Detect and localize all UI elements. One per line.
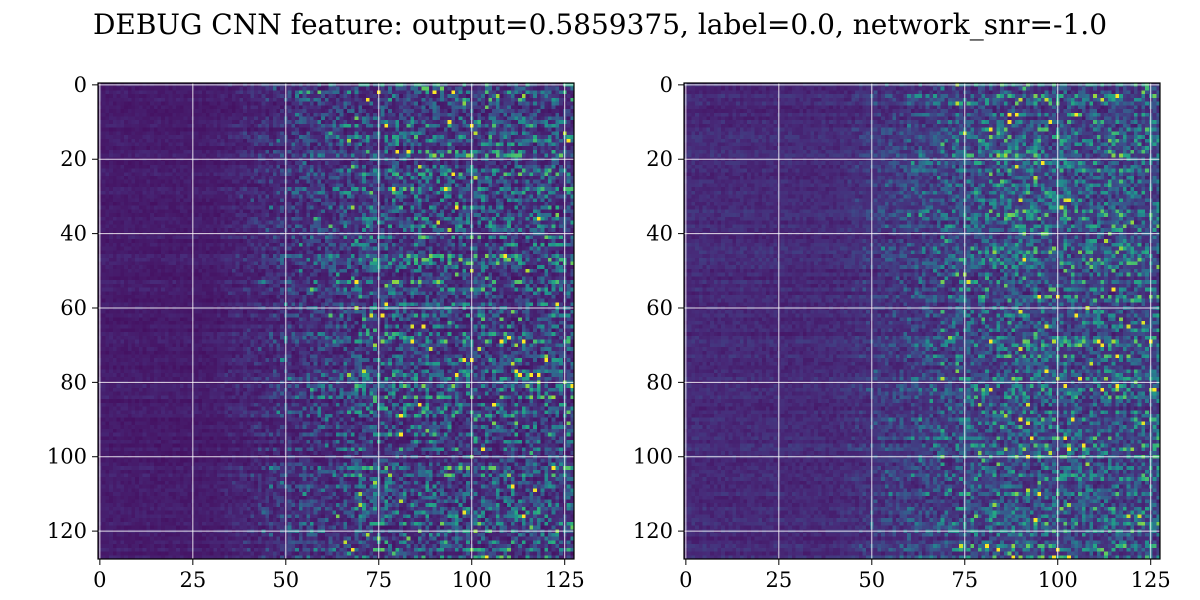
x-tick-label: 75 — [951, 568, 978, 592]
y-tick-label: 80 — [60, 370, 87, 394]
x-tick-label: 100 — [452, 568, 492, 592]
axes-frame — [97, 82, 575, 560]
x-tick-label: 75 — [365, 568, 392, 592]
y-tick-label: 0 — [660, 73, 673, 97]
x-tick-label: 125 — [545, 568, 585, 592]
y-tick-label: 0 — [74, 73, 87, 97]
x-tick-label: 125 — [1131, 568, 1171, 592]
heatmap-cells — [98, 83, 574, 559]
x-tick-label: 25 — [179, 568, 206, 592]
y-tick-label: 40 — [60, 222, 87, 246]
y-tick-label: 60 — [646, 296, 673, 320]
x-tick-label: 50 — [272, 568, 299, 592]
y-tick-label: 20 — [646, 147, 673, 171]
y-tick-label: 120 — [633, 519, 673, 543]
y-tick-label: 20 — [60, 147, 87, 171]
x-tick-label: 0 — [93, 568, 106, 592]
x-tick-label: 0 — [679, 568, 692, 592]
heatmap-right: 0 25 50 75 100 125 0 20 40 60 80 100 120 — [633, 73, 1171, 592]
x-tick-label: 100 — [1038, 568, 1078, 592]
figure-title: DEBUG CNN feature: output=0.5859375, lab… — [92, 8, 1108, 41]
y-tick-label: 60 — [60, 296, 87, 320]
y-tick-label: 40 — [646, 222, 673, 246]
x-tick-label: 25 — [765, 568, 792, 592]
axes-frame — [683, 82, 1161, 560]
y-tick-label: 120 — [47, 519, 87, 543]
heatmap-left: 0 25 50 75 100 125 0 20 40 60 80 100 120 — [47, 73, 585, 592]
y-tick-label: 100 — [633, 445, 673, 469]
y-tick-label: 100 — [47, 445, 87, 469]
y-tick-label: 80 — [646, 370, 673, 394]
heatmap-cells — [684, 83, 1160, 559]
x-tick-label: 50 — [858, 568, 885, 592]
